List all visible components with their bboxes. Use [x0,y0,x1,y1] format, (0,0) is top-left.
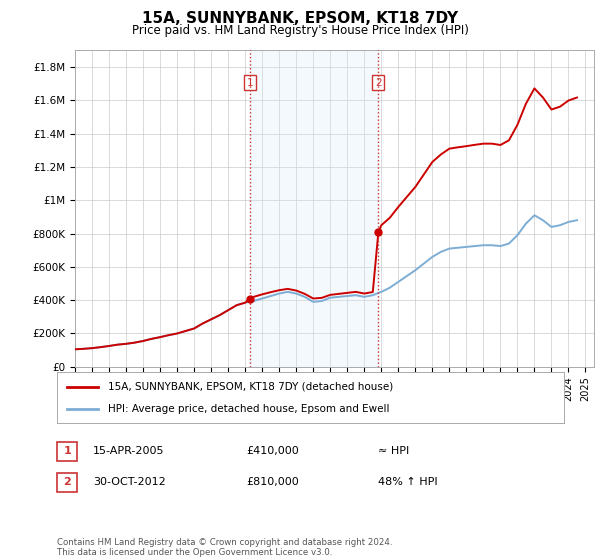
Text: 2: 2 [64,477,71,487]
Text: 48% ↑ HPI: 48% ↑ HPI [378,477,437,487]
Text: 15A, SUNNYBANK, EPSOM, KT18 7DY (detached house): 15A, SUNNYBANK, EPSOM, KT18 7DY (detache… [108,381,393,391]
Text: 1: 1 [247,77,253,87]
Text: ≈ HPI: ≈ HPI [378,446,409,456]
Text: 2: 2 [375,77,382,87]
Text: £810,000: £810,000 [246,477,299,487]
Text: 30-OCT-2012: 30-OCT-2012 [93,477,166,487]
Text: 15-APR-2005: 15-APR-2005 [93,446,164,456]
Text: 1: 1 [64,446,71,456]
Text: Contains HM Land Registry data © Crown copyright and database right 2024.
This d: Contains HM Land Registry data © Crown c… [57,538,392,557]
Text: Price paid vs. HM Land Registry's House Price Index (HPI): Price paid vs. HM Land Registry's House … [131,24,469,36]
Text: HPI: Average price, detached house, Epsom and Ewell: HPI: Average price, detached house, Epso… [108,404,389,414]
Text: £410,000: £410,000 [246,446,299,456]
Bar [250,50,379,367]
Text: 15A, SUNNYBANK, EPSOM, KT18 7DY: 15A, SUNNYBANK, EPSOM, KT18 7DY [142,11,458,26]
